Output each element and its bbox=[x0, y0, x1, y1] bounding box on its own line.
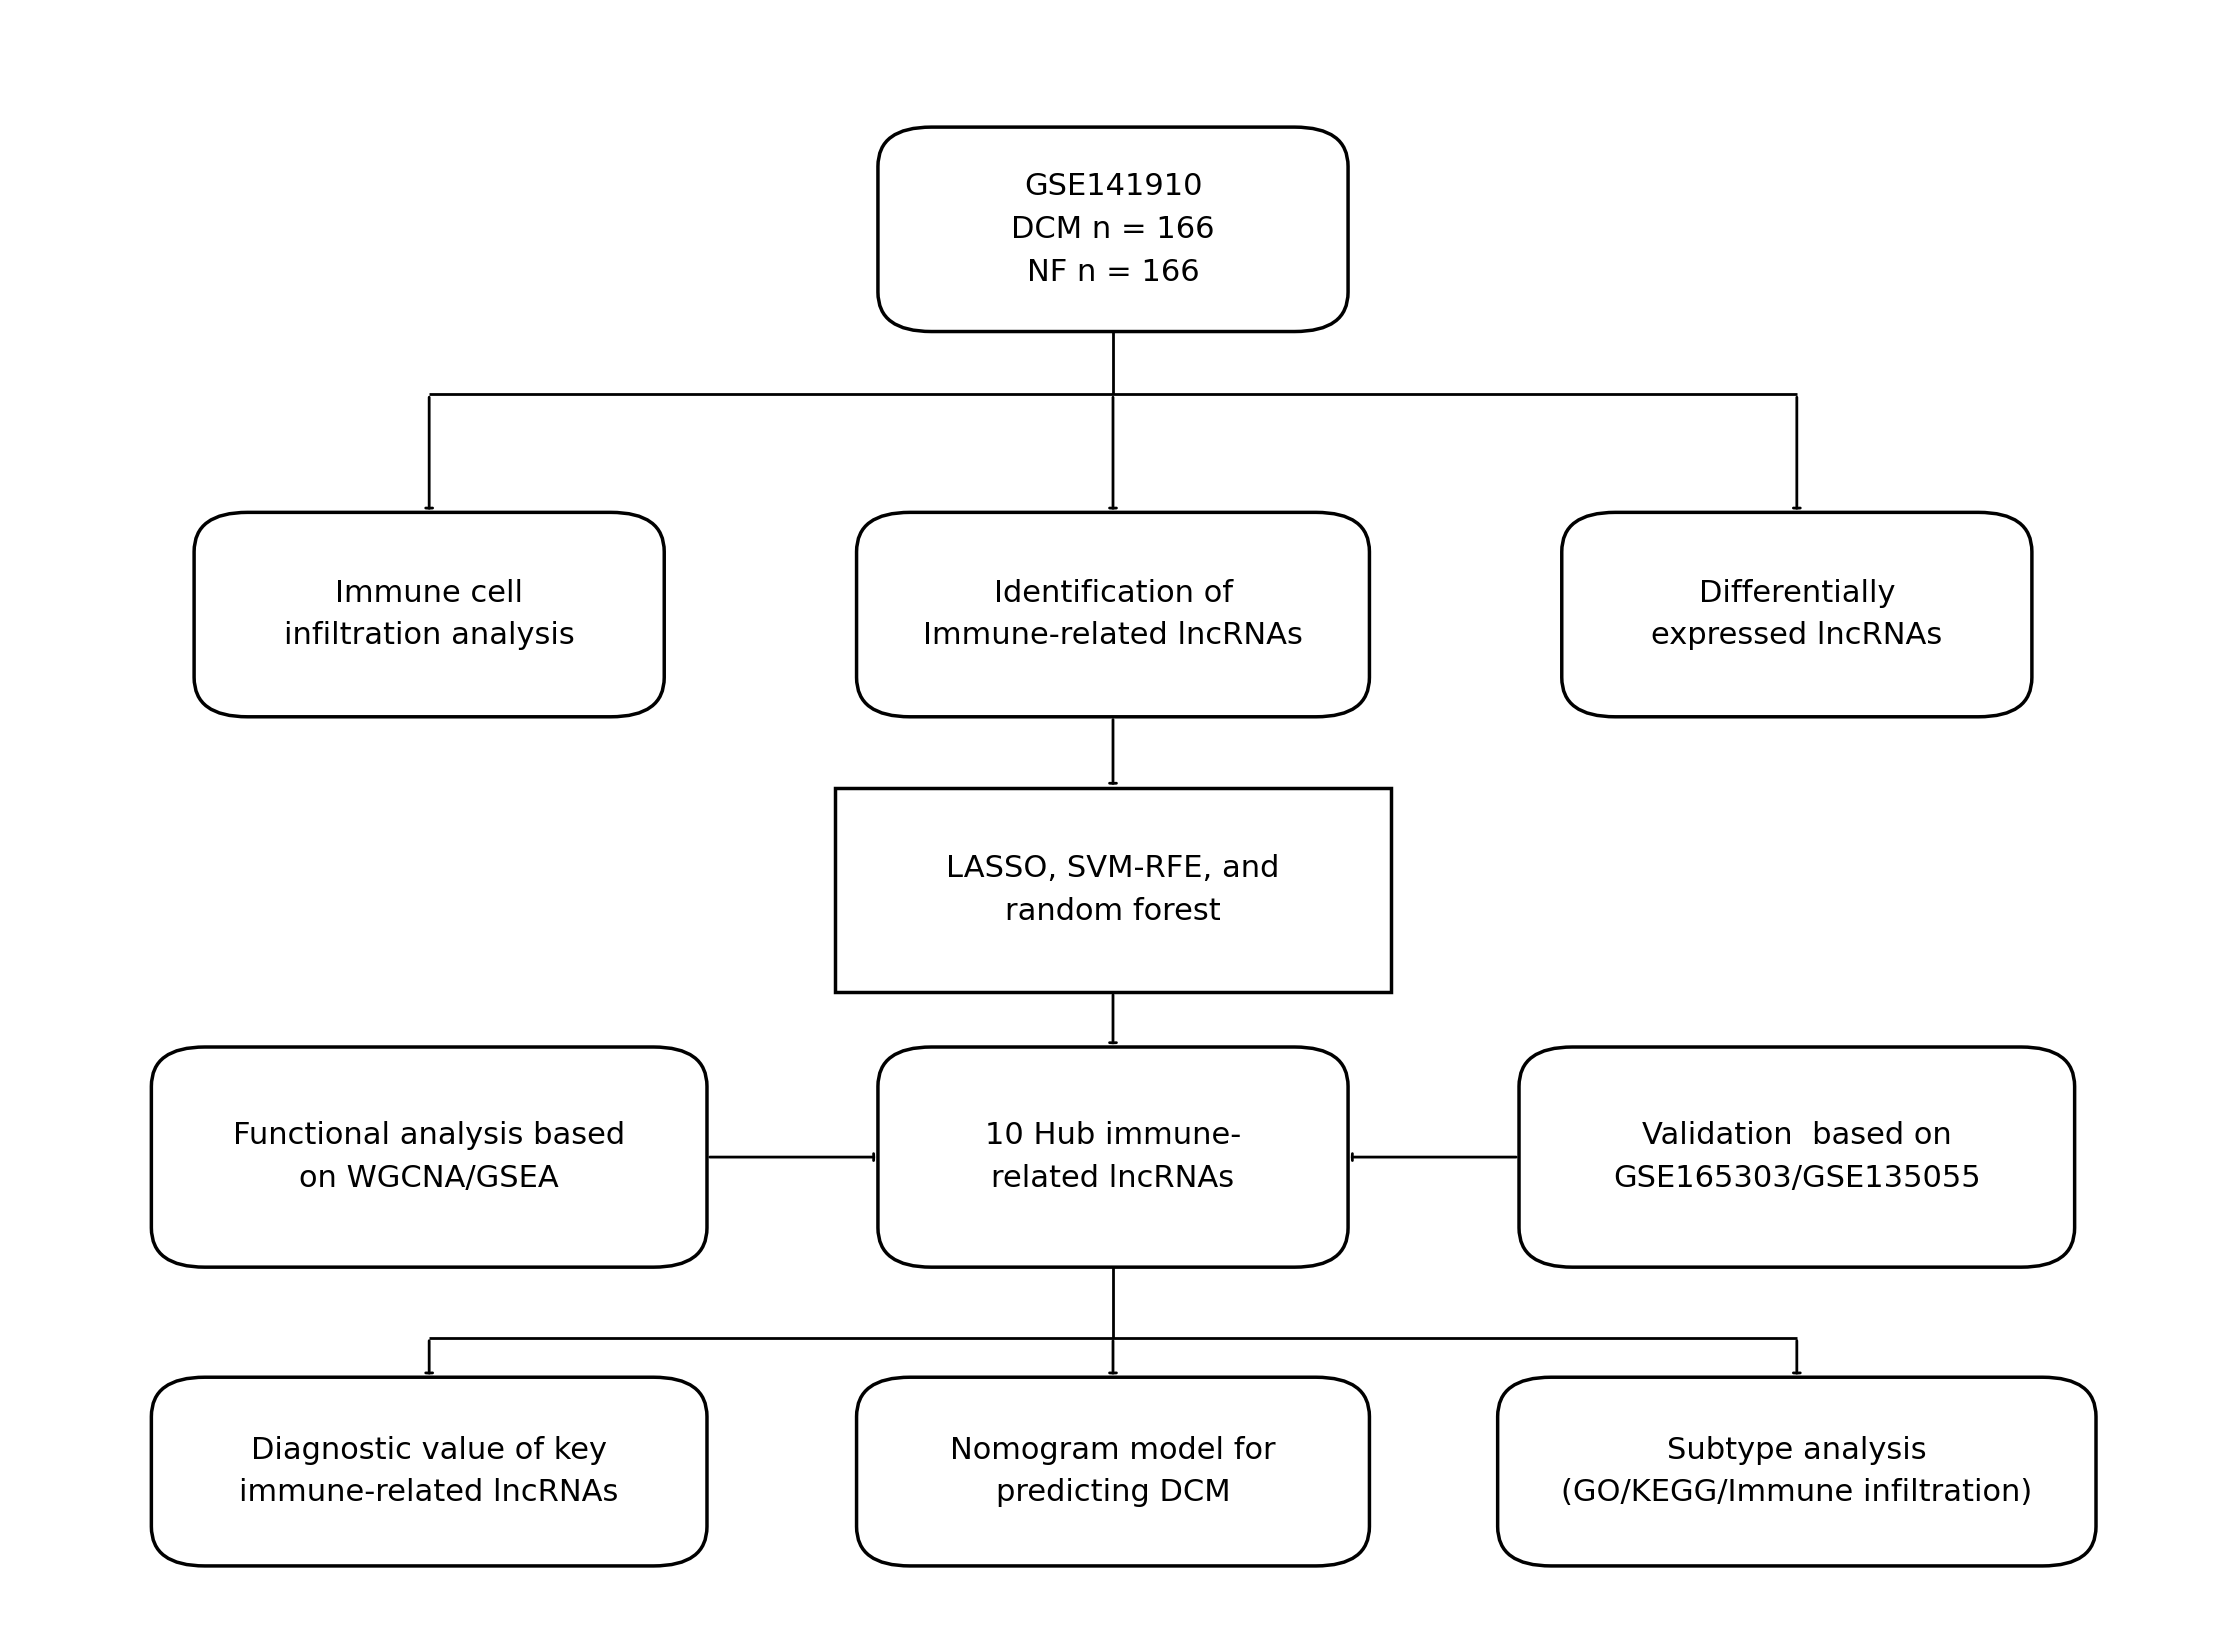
Text: GSE141910
DCM n = 166
NF n = 166: GSE141910 DCM n = 166 NF n = 166 bbox=[1011, 172, 1215, 287]
Text: Subtype analysis
(GO/KEGG/Immune infiltration): Subtype analysis (GO/KEGG/Immune infiltr… bbox=[1560, 1435, 2032, 1507]
Text: Diagnostic value of key
immune-related lncRNAs: Diagnostic value of key immune-related l… bbox=[240, 1435, 619, 1507]
FancyBboxPatch shape bbox=[151, 1378, 708, 1566]
Text: Functional analysis based
on WGCNA/GSEA: Functional analysis based on WGCNA/GSEA bbox=[234, 1120, 626, 1192]
FancyBboxPatch shape bbox=[857, 1378, 1369, 1566]
Text: Differentially
expressed lncRNAs: Differentially expressed lncRNAs bbox=[1652, 578, 1943, 650]
FancyBboxPatch shape bbox=[857, 513, 1369, 717]
FancyBboxPatch shape bbox=[1498, 1378, 2097, 1566]
FancyBboxPatch shape bbox=[194, 513, 663, 717]
FancyBboxPatch shape bbox=[1563, 513, 2032, 717]
Text: LASSO, SVM-RFE, and
random forest: LASSO, SVM-RFE, and random forest bbox=[946, 853, 1280, 925]
FancyBboxPatch shape bbox=[877, 1047, 1349, 1268]
Text: Immune cell
infiltration analysis: Immune cell infiltration analysis bbox=[283, 578, 574, 650]
FancyBboxPatch shape bbox=[835, 788, 1391, 993]
FancyBboxPatch shape bbox=[1518, 1047, 2075, 1268]
Text: Nomogram model for
predicting DCM: Nomogram model for predicting DCM bbox=[951, 1435, 1275, 1507]
Text: Identification of
Immune-related lncRNAs: Identification of Immune-related lncRNAs bbox=[924, 578, 1302, 650]
FancyBboxPatch shape bbox=[877, 128, 1349, 331]
FancyBboxPatch shape bbox=[151, 1047, 708, 1268]
Text: Validation  based on
GSE165303/GSE135055: Validation based on GSE165303/GSE135055 bbox=[1614, 1120, 1981, 1192]
Text: 10 Hub immune-
related lncRNAs: 10 Hub immune- related lncRNAs bbox=[984, 1120, 1242, 1192]
